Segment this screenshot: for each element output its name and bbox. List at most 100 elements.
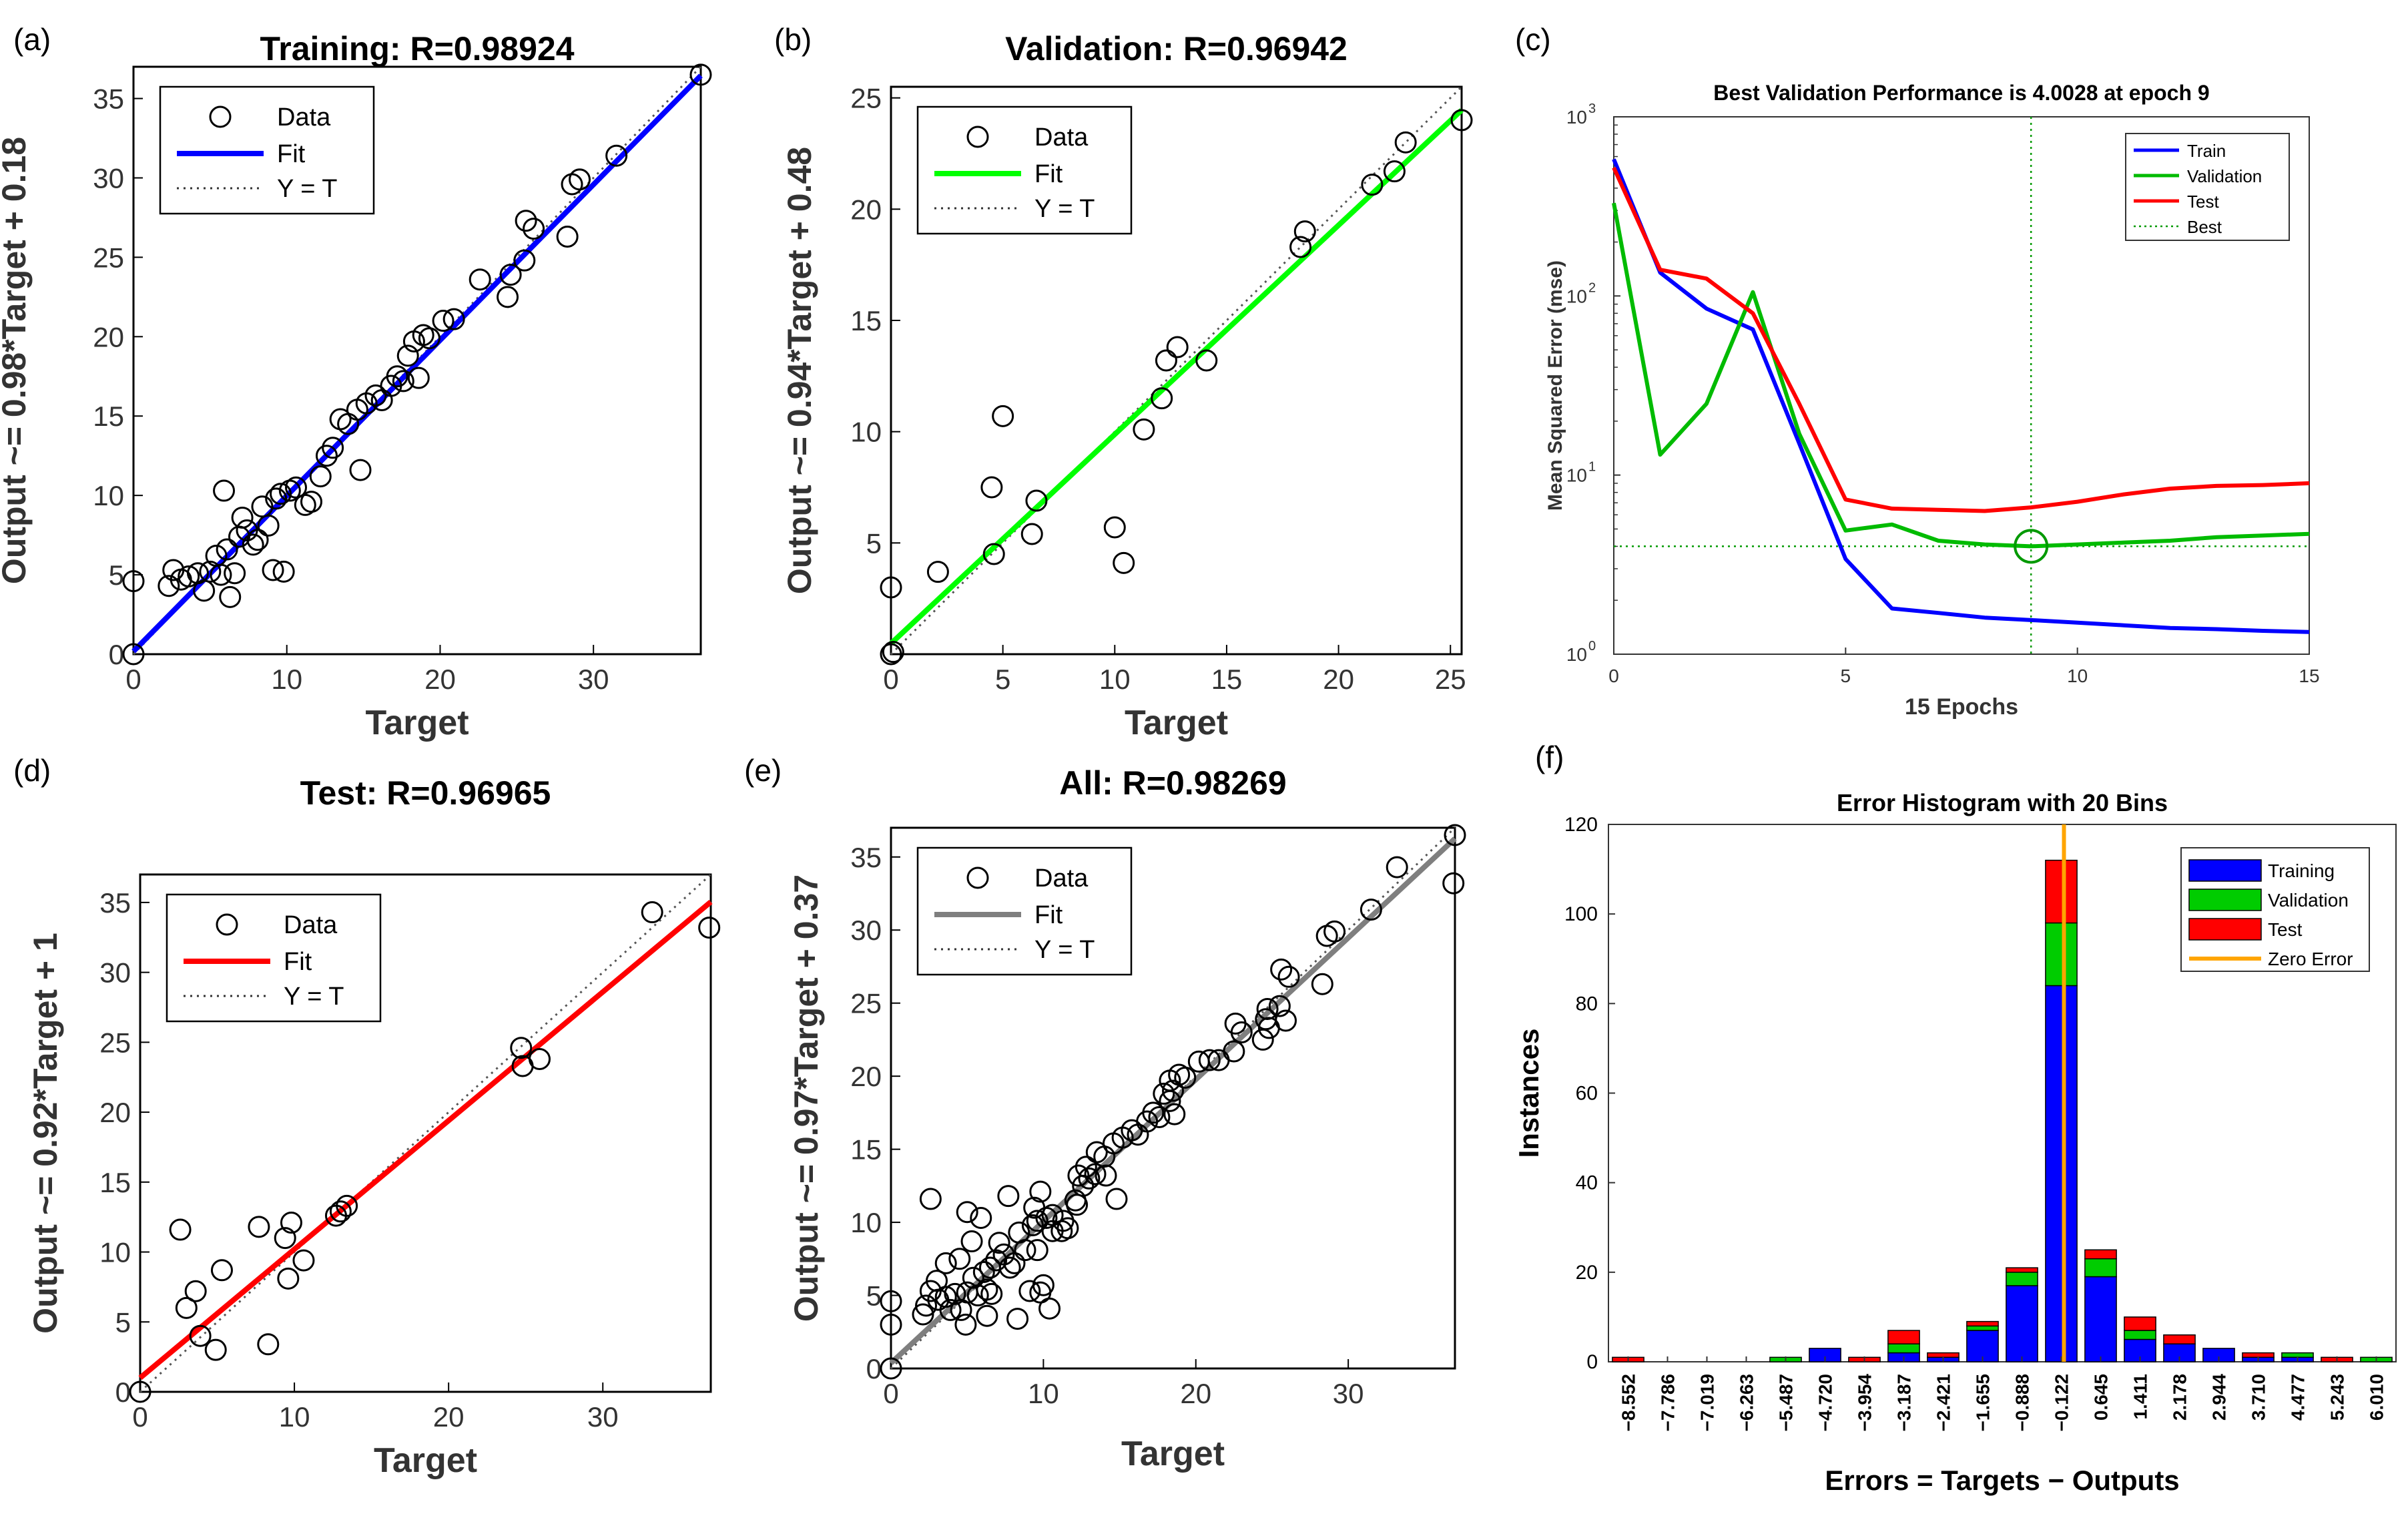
data-point [1078, 1167, 1101, 1190]
legend-swatch [2188, 889, 2262, 911]
data-point [698, 917, 721, 939]
x-tick-label: 10 [271, 664, 302, 695]
y-tick-label: 35 [850, 842, 882, 873]
y-tick-label: 15 [850, 305, 882, 336]
y-tick-label: 30 [93, 162, 124, 194]
data-point [418, 327, 440, 350]
data-point [1018, 1280, 1041, 1302]
data-point [1026, 1210, 1048, 1232]
data-point [1095, 1164, 1117, 1187]
data-point [1270, 958, 1293, 981]
x-tick-label: −8.552 [1618, 1374, 1639, 1431]
data-point [523, 218, 545, 240]
data-point [257, 1333, 280, 1356]
data-point [1142, 1101, 1165, 1124]
y-tick-label: 5 [115, 1306, 131, 1338]
data-point [315, 445, 338, 467]
panel-c-performance-plot: (c) Best Validation Performance is 4.0028… [1515, 22, 2320, 720]
identity-line [139, 873, 712, 1393]
data-point [300, 491, 322, 513]
x-tick-label: 30 [1333, 1378, 1364, 1409]
x-axis-label: Target [1121, 1435, 1225, 1473]
panel-d-test-regression: (d) Test: R=0.96965 0 10 20 30 0 5 10 15 20 25 30 35 T… [13, 753, 721, 1480]
y-tick-label: 10 [850, 417, 882, 448]
data-point [956, 1201, 978, 1224]
legend-label-fit: Fit [284, 948, 312, 976]
data-point [1383, 160, 1406, 183]
y-tick-label: 20 [99, 1097, 131, 1128]
y-tick-label: 10 [850, 1207, 882, 1238]
data-point [349, 459, 372, 481]
fit-line [131, 73, 703, 654]
y-tick-label: 0 [109, 639, 124, 670]
data-point [972, 1261, 995, 1284]
data-point [1014, 1239, 1036, 1262]
y-tick-label-exponent: 3 [1588, 101, 1596, 116]
bar-validation [1887, 1343, 1920, 1354]
legend-label-validation: Validation [2268, 890, 2349, 911]
data-point [1361, 174, 1384, 196]
data-point [1025, 489, 1048, 512]
legend-label-fit: Fit [1034, 901, 1063, 929]
data-point [169, 1218, 192, 1241]
data-point [248, 1216, 270, 1238]
legend-label-identity: Y = T [1034, 195, 1095, 223]
x-tick-label: −1.655 [1973, 1374, 1994, 1431]
panel-f-error-histogram: (f) Error Histogram with 20 Bins 0 20 40 60 80… [1513, 740, 2397, 1496]
data-point [934, 1286, 957, 1308]
data-point [274, 1227, 296, 1250]
data-point [1057, 1217, 1079, 1240]
y-tick-label: 30 [99, 957, 131, 989]
data-point [880, 1290, 902, 1312]
y-tick-label: 60 [1576, 1083, 1598, 1105]
x-tick-label: 0 [883, 1378, 898, 1409]
data-point [1174, 1066, 1197, 1089]
x-axis-label: Target [1125, 704, 1228, 742]
panel-e-all-regression: (e) All: R=0.98269 0 10 20 30 0 5 10 15 20 25 30 35 Ta… [744, 753, 1466, 1473]
data-point [386, 365, 408, 388]
validation-curve [1612, 202, 2310, 549]
x-tick-label: 0 [883, 664, 898, 695]
legend-label-test: Test [2268, 919, 2303, 940]
data-point [265, 487, 288, 510]
data-point [1133, 418, 1155, 441]
y-tick-label: 120 [1564, 814, 1598, 836]
data-point [944, 1282, 966, 1305]
data-point [1038, 1297, 1061, 1320]
x-tick-label: 2.178 [2170, 1374, 2190, 1421]
y-tick-label: 35 [99, 887, 131, 919]
x-tick-label: 30 [587, 1401, 619, 1433]
data-point [1223, 1040, 1245, 1063]
y-tick-label: 10 [99, 1237, 131, 1268]
data-point [1394, 131, 1417, 154]
data-point [982, 543, 1005, 565]
x-tick-label: 20 [1180, 1378, 1211, 1409]
x-tick-label: 10 [279, 1401, 310, 1433]
legend-label-training: Training [2268, 860, 2335, 881]
y-axis-label: Output ~= 0.97*Target + 0.37 [788, 874, 825, 1322]
data-point [1230, 1021, 1253, 1043]
legend-swatch [2188, 859, 2262, 882]
x-tick-label: 10 [2067, 666, 2088, 686]
data-point [980, 1282, 1003, 1305]
data-point [122, 643, 145, 666]
legend-label-fit: Fit [277, 140, 306, 168]
y-tick-label: 20 [850, 194, 882, 225]
data-point [954, 1313, 977, 1336]
data-point [322, 437, 344, 459]
data-point [285, 476, 308, 499]
legend-label-data: Data [1034, 864, 1089, 893]
x-tick-label: 10 [1099, 664, 1131, 695]
panel-label: (b) [774, 22, 812, 57]
y-tick-label: 80 [1576, 993, 1598, 1015]
data-point [976, 1278, 998, 1301]
x-tick-label: −4.720 [1815, 1374, 1836, 1431]
y-tick-label: 40 [1576, 1172, 1598, 1194]
chart-title: All: R=0.98269 [1059, 764, 1286, 802]
x-tick-label: 0.645 [2091, 1374, 2112, 1421]
data-point [1195, 349, 1218, 372]
data-point [1442, 872, 1465, 895]
data-point [1153, 1082, 1175, 1105]
y-tick-label-base: 10 [1566, 286, 1587, 306]
y-axis-label: Instances [1513, 1029, 1544, 1158]
